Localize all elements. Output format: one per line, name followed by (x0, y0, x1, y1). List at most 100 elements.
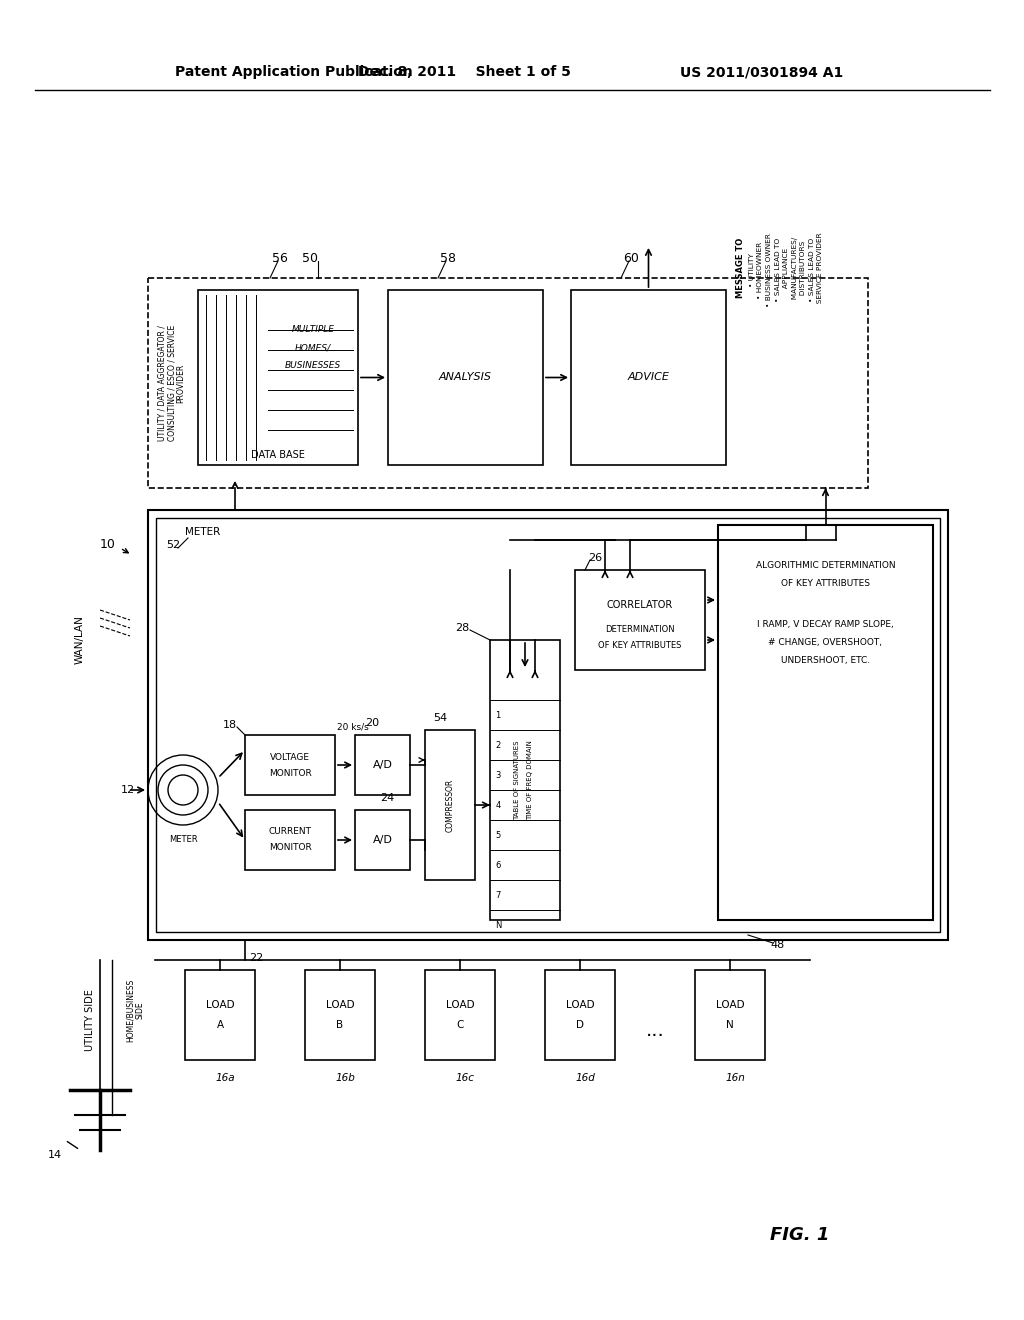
Text: CONSULTING / ESCO / SERVICE: CONSULTING / ESCO / SERVICE (168, 325, 176, 441)
Text: 18: 18 (223, 719, 238, 730)
Bar (198, 290, 358, 465)
Bar (148, 279, 868, 488)
Text: LOAD: LOAD (445, 1001, 474, 1010)
Text: A: A (216, 1020, 223, 1030)
Text: 50: 50 (302, 252, 318, 264)
Text: 12: 12 (121, 785, 135, 795)
Text: I RAMP, V DECAY RAMP SLOPE,: I RAMP, V DECAY RAMP SLOPE, (757, 620, 894, 630)
Text: • UTILITY: • UTILITY (749, 253, 755, 286)
Text: WAN/LAN: WAN/LAN (75, 615, 85, 664)
Text: UTILITY / DATA AGGREGATOR /: UTILITY / DATA AGGREGATOR / (158, 325, 167, 441)
Text: US 2011/0301894 A1: US 2011/0301894 A1 (680, 65, 843, 79)
Text: A/D: A/D (373, 760, 392, 770)
Text: METER: METER (185, 527, 220, 537)
Text: DATA BASE: DATA BASE (251, 450, 305, 459)
Text: 26: 26 (588, 553, 602, 564)
Text: PROVIDER: PROVIDER (176, 363, 185, 403)
Text: BUSINESSES: BUSINESSES (285, 362, 341, 371)
Text: 28: 28 (455, 623, 469, 634)
Text: 16n: 16n (725, 1073, 744, 1082)
Text: APPLIANCE: APPLIANCE (783, 247, 790, 293)
Text: 16d: 16d (575, 1073, 595, 1082)
Bar (571, 290, 726, 465)
Bar (425, 970, 495, 1060)
Text: D: D (575, 1020, 584, 1030)
Text: 7: 7 (496, 891, 501, 899)
Text: C: C (457, 1020, 464, 1030)
Text: Dec. 8, 2011    Sheet 1 of 5: Dec. 8, 2011 Sheet 1 of 5 (358, 65, 570, 79)
Bar (490, 640, 560, 920)
Text: LOAD: LOAD (326, 1001, 354, 1010)
Text: 1: 1 (496, 710, 501, 719)
Text: • HOMEOWNER: • HOMEOWNER (758, 242, 764, 298)
Bar (185, 970, 255, 1060)
Text: N: N (726, 1020, 734, 1030)
Text: ...: ... (645, 1020, 665, 1040)
Text: UTILITY SIDE: UTILITY SIDE (85, 989, 95, 1051)
Text: 24: 24 (380, 793, 394, 803)
Text: 58: 58 (440, 252, 456, 264)
Text: MULTIPLE: MULTIPLE (292, 326, 335, 334)
Text: 3: 3 (496, 771, 501, 780)
Text: 60: 60 (623, 252, 639, 264)
Text: 54: 54 (433, 713, 447, 723)
Bar (545, 970, 615, 1060)
Text: LOAD: LOAD (716, 1001, 744, 1010)
Text: • SALES LEAD TO: • SALES LEAD TO (809, 238, 814, 302)
Text: ADVICE: ADVICE (628, 372, 670, 383)
Text: Patent Application Publication: Patent Application Publication (175, 65, 413, 79)
Text: 14: 14 (48, 1150, 62, 1160)
Text: 5: 5 (496, 830, 501, 840)
Text: ANALYSIS: ANALYSIS (439, 372, 492, 383)
Text: MESSAGE TO: MESSAGE TO (736, 238, 745, 298)
Text: 20: 20 (366, 718, 380, 729)
Text: HOMES/: HOMES/ (295, 343, 331, 352)
Text: OF KEY ATTRIBUTES: OF KEY ATTRIBUTES (781, 578, 870, 587)
Text: OF KEY ATTRIBUTES: OF KEY ATTRIBUTES (598, 640, 682, 649)
Text: CORRELATOR: CORRELATOR (607, 601, 673, 610)
Text: ALGORITHMIC DETERMINATION: ALGORITHMIC DETERMINATION (756, 561, 895, 569)
Bar (245, 735, 335, 795)
Text: DETERMINATION: DETERMINATION (605, 626, 675, 635)
Bar (355, 810, 410, 870)
Text: METER: METER (169, 836, 198, 845)
Text: SERVICE PROVIDER: SERVICE PROVIDER (817, 232, 823, 308)
Text: • SALES LEAD TO: • SALES LEAD TO (774, 238, 780, 302)
Text: COMPRESSOR: COMPRESSOR (445, 779, 455, 832)
Text: TIME OF FREQ DOMAIN: TIME OF FREQ DOMAIN (527, 741, 534, 820)
Bar (156, 517, 940, 932)
Bar (575, 570, 705, 671)
Text: 16c: 16c (456, 1073, 474, 1082)
Text: MANUFACTURES/: MANUFACTURES/ (792, 236, 798, 304)
Text: • BUSINESS OWNER: • BUSINESS OWNER (766, 234, 772, 308)
Text: A/D: A/D (373, 836, 392, 845)
Bar (245, 810, 335, 870)
Text: 16a: 16a (215, 1073, 234, 1082)
Bar (305, 970, 375, 1060)
Text: 4: 4 (496, 800, 501, 809)
Text: N: N (495, 920, 501, 929)
Text: MONITOR: MONITOR (268, 843, 311, 853)
Text: FIG. 1: FIG. 1 (770, 1226, 829, 1243)
Bar (425, 730, 475, 880)
Text: 22: 22 (249, 953, 263, 964)
Bar (695, 970, 765, 1060)
Text: VOLTAGE: VOLTAGE (270, 752, 310, 762)
Text: 56: 56 (272, 252, 288, 264)
Text: MONITOR: MONITOR (268, 768, 311, 777)
Text: 48: 48 (771, 940, 785, 950)
Bar (718, 525, 933, 920)
Text: HOME/BUSINESS: HOME/BUSINESS (126, 978, 134, 1041)
Text: TABLE OF SIGNATURES: TABLE OF SIGNATURES (514, 741, 520, 820)
Text: CURRENT: CURRENT (268, 828, 311, 837)
Text: DISTRIBUTORS: DISTRIBUTORS (800, 240, 806, 300)
Text: 52: 52 (166, 540, 180, 550)
Text: B: B (337, 1020, 344, 1030)
Text: 6: 6 (496, 861, 501, 870)
Bar (355, 735, 410, 795)
Text: UNDERSHOOT, ETC.: UNDERSHOOT, ETC. (781, 656, 870, 665)
Text: # CHANGE, OVERSHOOT,: # CHANGE, OVERSHOOT, (768, 639, 883, 648)
Bar (388, 290, 543, 465)
Text: 20 ks/s: 20 ks/s (337, 722, 369, 731)
Text: LOAD: LOAD (565, 1001, 594, 1010)
